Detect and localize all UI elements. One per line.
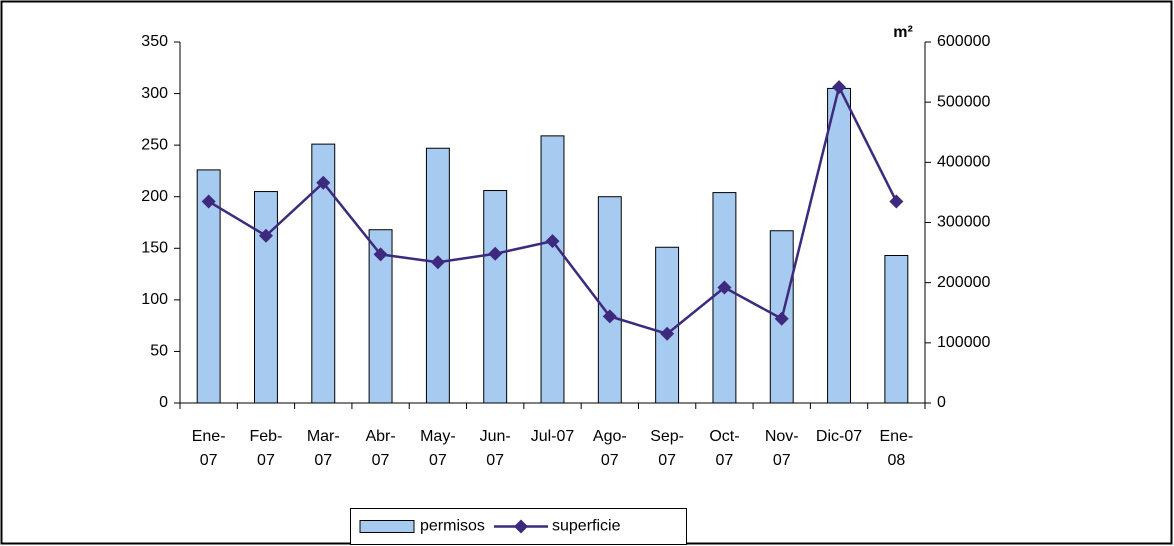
marker [430,255,445,270]
y2-tick-label: 500000 [937,93,990,110]
y-tick-label: 350 [141,33,168,50]
marker [774,311,789,326]
x-tick-label: Sep-07 [650,428,684,469]
marker [832,80,847,95]
y-tick-label: 100 [141,291,168,308]
y2-tick-label: 300000 [937,214,990,231]
x-tick-label: Ene-07 [191,428,226,469]
bar [254,191,278,404]
x-tick-label: Jul-07 [530,428,575,445]
y2-tick-label: 100000 [937,334,990,351]
legend-label: superficie [552,518,621,535]
x-tick-label: May-07 [420,428,456,469]
y-tick-label: 50 [150,343,168,360]
bar [597,196,622,404]
y2-tick-label: 400000 [937,154,990,171]
y-tick-label: 250 [141,136,168,153]
y-tick-label: 150 [141,240,168,257]
y-tick-label: 0 [159,394,168,411]
bar [540,135,565,404]
marker [660,326,675,341]
x-tick-label: Dic-07 [815,428,863,445]
bar [827,87,851,404]
x-tick-label: Mar-07 [306,428,340,469]
legend-swatch [359,520,415,533]
bar [311,143,336,404]
x-tick-label: Ene-08 [879,428,914,469]
marker [889,194,904,209]
x-tick-label: Oct-07 [709,428,740,469]
y-tick-label: 300 [141,85,168,102]
y-tick-label: 200 [141,188,168,205]
bar [483,190,508,404]
marker [201,194,216,209]
y2-tick-label: 200000 [937,274,990,291]
bar [196,169,221,404]
x-tick-label: Ago-07 [592,428,627,469]
marker [545,234,560,249]
y2-axis-label: m² [893,24,913,41]
bar [655,246,680,404]
marker [258,228,273,243]
marker [488,246,503,261]
y2-tick-label: 0 [937,394,946,411]
x-tick-label: Nov-07 [764,428,799,469]
y2-tick-label: 600000 [937,33,990,50]
marker [717,280,732,295]
legend-label: permisos [420,518,485,535]
bar [884,255,909,404]
x-tick-label: Feb-07 [249,428,283,469]
marker [602,309,617,324]
bar [712,192,737,404]
bar [368,229,393,404]
bar [425,147,450,404]
marker [316,175,331,190]
x-tick-label: Abr-07 [365,428,396,469]
legend-marker [514,519,528,534]
x-tick-label: Jun-07 [479,428,511,469]
marker [373,247,388,262]
